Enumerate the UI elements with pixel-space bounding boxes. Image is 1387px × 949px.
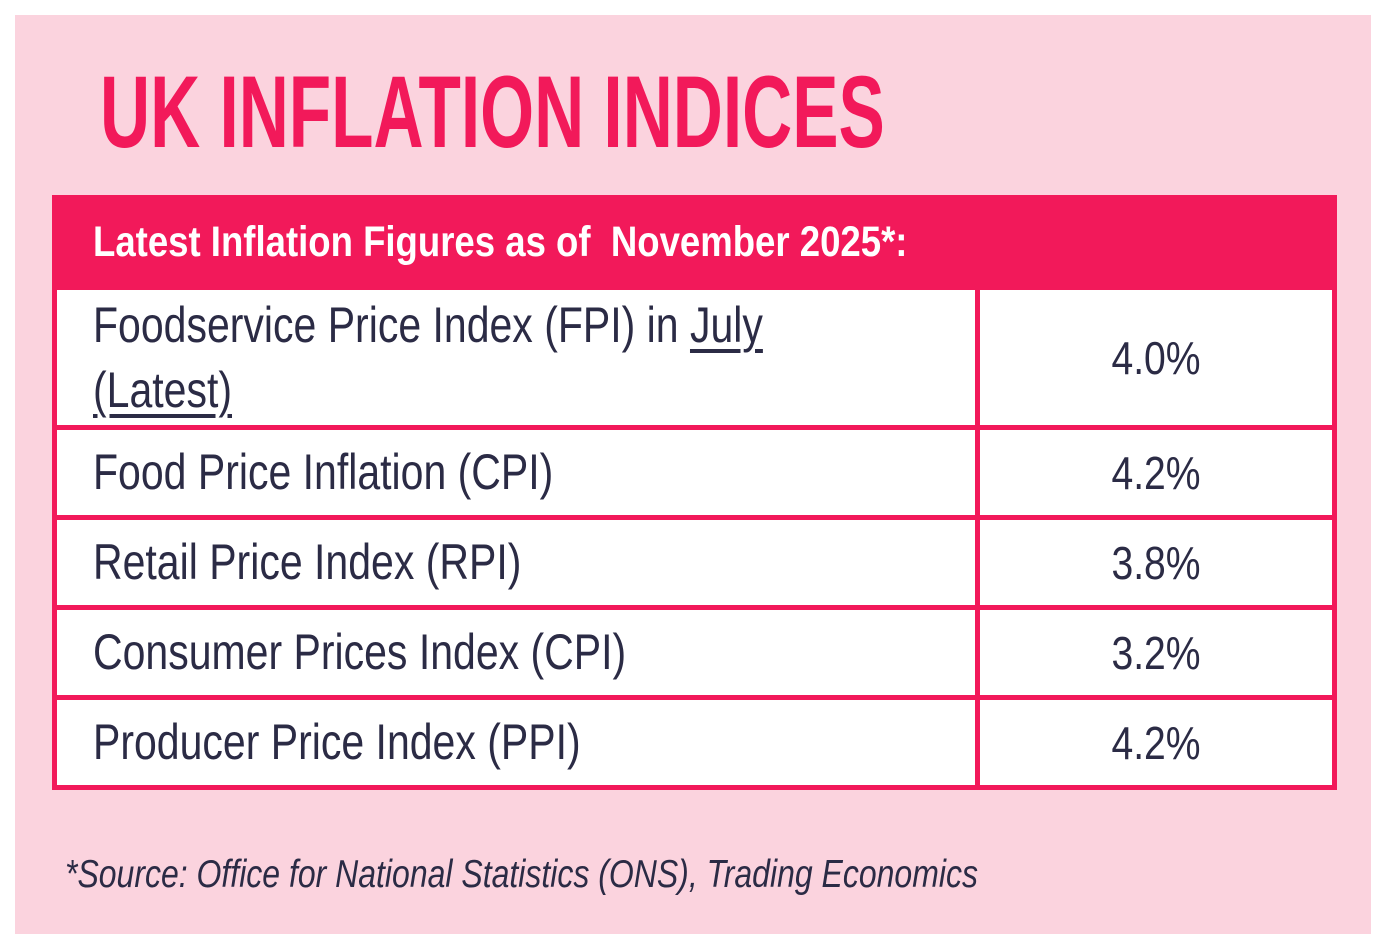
row-value-text: 4.2% (1111, 716, 1201, 769)
page-title: UK INFLATION INDICES (100, 55, 885, 169)
row-value-text: 4.2% (1111, 446, 1201, 499)
table-header-row: Latest Inflation Figures as of November … (51, 195, 1338, 290)
row-label-underlined-segment: July (689, 296, 763, 353)
table-row: Consumer Prices Index (CPI) 3.2% (52, 605, 1338, 700)
row-label-text: Consumer Prices Index (CPI) (93, 624, 627, 680)
row-value-text: 3.8% (1111, 536, 1201, 589)
row-label-text: Retail Price Index (RPI) (93, 534, 522, 590)
table-row: Retail Price Index (RPI) 3.8% (52, 515, 1338, 610)
table-row: Foodservice Price Index (FPI) in July (La… (52, 285, 1338, 430)
row-label-text: Foodservice Price Index (FPI) in July (La… (93, 293, 816, 423)
row-label: Food Price Inflation (CPI) (52, 425, 980, 520)
row-label: Producer Price Index (PPI) (52, 695, 980, 790)
row-value: 3.2% (974, 605, 1338, 700)
infographic-background: UK INFLATION INDICES Latest Inflation Fi… (15, 15, 1371, 934)
table-row: Producer Price Index (PPI) 4.2% (52, 695, 1338, 790)
table-row: Food Price Inflation (CPI) 4.2% (52, 425, 1338, 520)
row-label-text: Producer Price Index (PPI) (93, 714, 581, 770)
row-value: 3.8% (974, 515, 1338, 610)
source-note: *Source: Office for National Statistics … (65, 853, 978, 896)
inflation-table: Latest Inflation Figures as of November … (51, 195, 1338, 790)
row-label-underlined-segment: (Latest) (93, 361, 233, 418)
row-label-plain-segment: Foodservice Price Index (FPI) in (93, 296, 690, 353)
row-value: 4.2% (974, 425, 1338, 520)
row-value-text: 3.2% (1111, 626, 1201, 679)
row-label: Foodservice Price Index (FPI) in July (La… (52, 285, 980, 430)
row-label: Consumer Prices Index (CPI) (52, 605, 980, 700)
row-label-text: Food Price Inflation (CPI) (93, 444, 554, 500)
row-label: Retail Price Index (RPI) (52, 515, 980, 610)
table-header-text: Latest Inflation Figures as of November … (93, 218, 908, 266)
table-header-cell: Latest Inflation Figures as of November … (51, 195, 1338, 290)
row-value: 4.2% (974, 695, 1338, 790)
row-value-text: 4.0% (1111, 331, 1201, 384)
row-value: 4.0% (974, 285, 1338, 430)
